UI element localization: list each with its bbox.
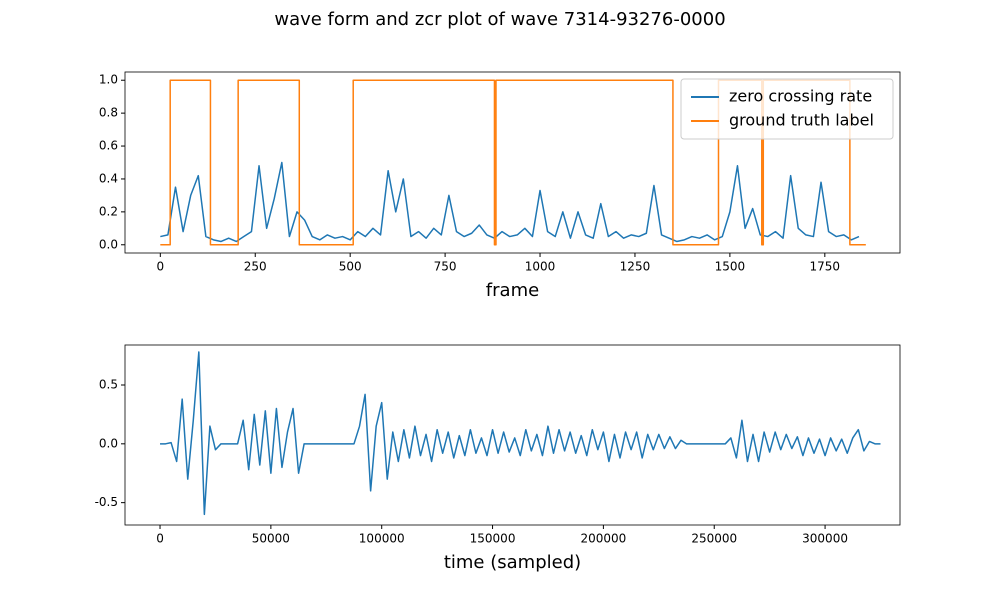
x-tick-label: 1750 [810,260,841,274]
x-tick-label: 1250 [620,260,651,274]
legend-box [680,78,894,140]
y-tick-label: 0.8 [99,106,118,120]
x-tick-label: 100000 [359,532,405,546]
x-tick-label: 1000 [525,260,556,274]
x-axis-label: time (sampled) [444,552,581,573]
line-series [160,161,860,243]
x-tick-label: 250000 [691,532,737,546]
x-tick-label: 300000 [802,532,848,546]
y-tick-label: 0.0 [99,237,118,251]
x-tick-label: 250 [244,260,267,274]
line-series [160,79,866,246]
x-tick-label: 1500 [715,260,746,274]
y-tick-label: 0.0 [99,436,118,450]
plot-frame [124,344,901,526]
y-tick-label: 0.4 [99,171,118,185]
plot-frame [124,71,901,254]
x-tick-label: 200000 [580,532,626,546]
x-tick-label: 500 [339,260,362,274]
x-tick-label: 50000 [252,532,290,546]
x-tick-label: 0 [156,260,164,274]
y-tick-label: 0.5 [99,378,118,392]
x-tick-label: 150000 [470,532,516,546]
x-tick-label: 750 [434,260,457,274]
y-tick-label: -0.5 [95,495,118,509]
line-series [160,351,881,516]
legend-label: zero crossing rate [729,87,872,106]
figure-title: wave form and zcr plot of wave 7314-9327… [274,9,725,30]
x-axis-label: frame [486,280,539,301]
legend-label: ground truth label [729,111,874,130]
x-tick-label: 0 [156,532,164,546]
y-tick-label: 0.6 [99,139,118,153]
y-tick-label: 0.2 [99,204,118,218]
y-tick-label: 1.0 [99,73,118,87]
